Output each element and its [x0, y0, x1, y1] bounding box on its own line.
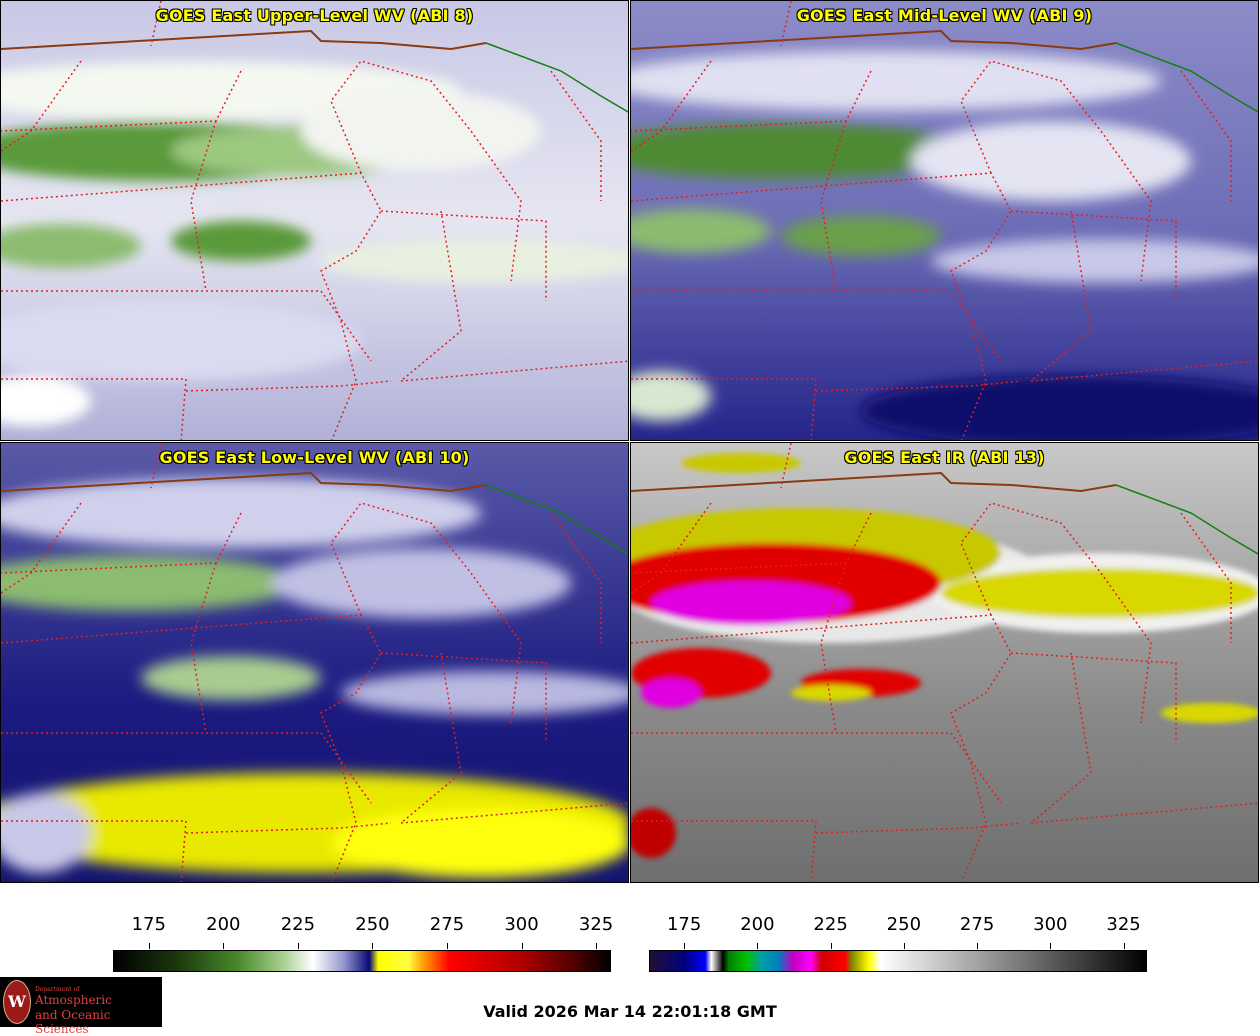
colorbar-tick-mark [446, 943, 448, 949]
colorbar-tick-mark [372, 943, 374, 949]
colorbar-tick-label: 200 [206, 914, 241, 935]
panel-title: GOES East Upper-Level WV (ABI 8) [155, 6, 474, 25]
panel-ir: GOES East IR (ABI 13) [630, 442, 1259, 883]
colorbar-tick-label: 250 [886, 914, 922, 935]
lake-outline [485, 484, 628, 555]
colorbar-ir-ticks: 175 200 225 250 275 300 325 [649, 914, 1147, 950]
colorbar-tick-mark [1123, 943, 1125, 949]
map-boundaries [631, 443, 1258, 882]
colorbar-tick-label: 300 [1033, 914, 1068, 935]
satellite-image-low-wv [1, 443, 628, 882]
colorbar-ir [649, 950, 1147, 972]
colorbar-tick-mark [977, 943, 979, 949]
colorbar-tick-label: 250 [355, 914, 390, 935]
canada-border [631, 471, 1117, 493]
lake-outline [1115, 484, 1258, 555]
colorbar-tick-mark [596, 943, 598, 949]
colorbar-wv [113, 950, 611, 972]
panel-title: GOES East Mid-Level WV (ABI 9) [796, 6, 1093, 25]
colorbar-tick-mark [297, 943, 299, 949]
colorbar-tick-mark [148, 943, 150, 949]
canada-border [631, 29, 1117, 51]
colorbar-tick-mark [830, 943, 832, 949]
colorbar-tick-label: 275 [959, 914, 995, 935]
logo-line1: Atmospheric [35, 993, 112, 1007]
logo-dept: Department of [35, 986, 80, 993]
colorbar-tick-label: 200 [740, 914, 775, 935]
colorbar-tick-label: 325 [1106, 914, 1141, 935]
colorbar-tick-label: 225 [813, 914, 848, 935]
colorbar-tick-label: 175 [131, 914, 166, 935]
panel-upper-level-wv: GOES East Upper-Level WV (ABI 8) [0, 0, 629, 441]
panel-title: GOES East IR (ABI 13) [844, 448, 1045, 467]
colorbar-tick-mark [903, 943, 905, 949]
valid-time: Valid 2026 Mar 14 22:01:18 GMT [483, 1002, 777, 1021]
panel-title: GOES East Low-Level WV (ABI 10) [159, 448, 470, 467]
colorbar-tick-mark [223, 943, 225, 949]
lake-outline [485, 42, 628, 113]
satellite-image-ir [631, 443, 1258, 882]
colorbar-tick-mark [757, 943, 759, 949]
canada-border [1, 29, 487, 51]
canada-border [1, 471, 487, 493]
colorbar-tick-label: 175 [666, 914, 702, 935]
map-boundaries [631, 1, 1258, 440]
colorbar-tick-mark [684, 943, 686, 949]
aos-logo: W Department of Atmospheric and Oceanic … [0, 977, 162, 1036]
colorbar-tick-label: 300 [504, 914, 539, 935]
map-boundaries [1, 443, 628, 882]
colorbar-tick-label: 275 [429, 914, 465, 935]
satellite-image-mid-wv [631, 1, 1258, 440]
colorbar-tick-mark [521, 943, 523, 949]
colorbar-tick-label: 325 [578, 914, 614, 935]
panel-low-level-wv: GOES East Low-Level WV (ABI 10) [0, 442, 629, 883]
panel-mid-level-wv: GOES East Mid-Level WV (ABI 9) [630, 0, 1259, 441]
lake-outline [1115, 42, 1258, 113]
colorbar-wv-ticks: 175 200 225 250 275 300 325 [113, 914, 614, 950]
colorbar-tick-label: 225 [280, 914, 316, 935]
uw-seal-icon: W [3, 980, 31, 1024]
map-boundaries [1, 1, 628, 440]
satellite-image-upper-wv [1, 1, 628, 440]
colorbar-tick-mark [1050, 943, 1052, 949]
